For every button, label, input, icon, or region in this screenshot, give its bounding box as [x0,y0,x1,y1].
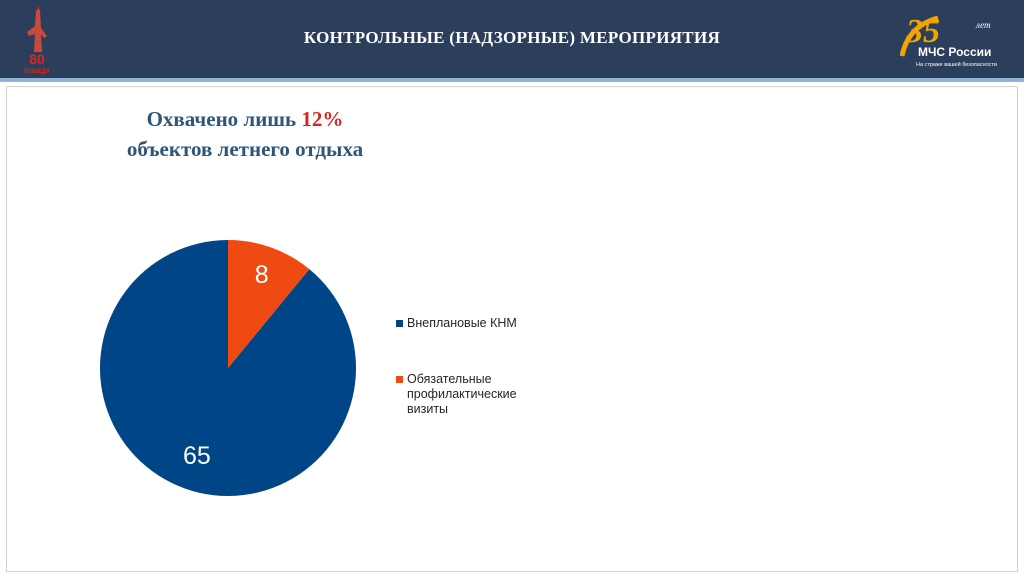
header-bar: 80 ПОБЕДА КОНТРОЛЬНЫЕ (НАДЗОРНЫЕ) МЕРОПР… [0,0,1024,78]
subtitle-prefix: Охвачено лишь [146,107,297,131]
content-frame [6,86,1018,572]
legend-swatch-1 [396,320,403,327]
pie-chart: 65 8 [99,240,356,496]
mchs-35-logo-icon: 35 лет МЧС России На страже вашей безопа… [898,6,1010,70]
header-stripe [0,78,1024,82]
pie-data-label-1: 65 [183,442,211,470]
victory-80-logo-icon: 80 ПОБЕДА [24,6,51,75]
legend-label-1: Внеплановые КНМ [407,316,517,330]
pie-slice-2 [228,240,310,368]
logo-left-number: 80 [29,51,45,67]
subtitle-percent: 12% [301,107,344,131]
pie-data-label-2: 8 [255,261,269,289]
page-title: КОНТРОЛЬНЫЕ (НАДЗОРНЫЕ) МЕРОПРИЯТИЯ [303,28,721,47]
logo-right-small: лет [975,20,991,30]
legend-item-1: Внеплановые КНМ [396,316,547,331]
legend-label-2: Обязательные профилактические визиты [407,372,517,416]
chart-subtitle: Охвачено лишь 12% объектов летнего отдых… [60,104,430,164]
logo-right-number: 35 [905,13,940,50]
subtitle-line-2: объектов летнего отдыха [126,137,364,161]
logo-right-tagline: На страже вашей безопасности [916,61,997,68]
legend-item-2: Обязательные профилактические визиты [396,372,547,417]
legend-swatch-2 [396,376,403,383]
subtitle-line-1: Охвачено лишь 12% [60,104,430,134]
logo-left-word: ПОБЕДА [24,69,51,75]
logo-right-brand: МЧС России [918,45,991,59]
